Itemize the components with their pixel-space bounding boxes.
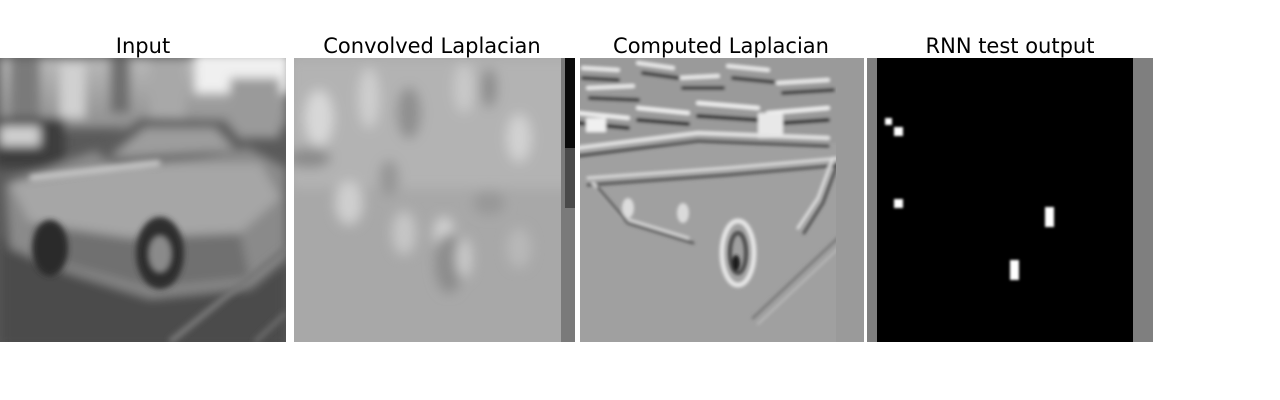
convolved-laplacian-image <box>289 58 575 342</box>
panel-title-rnn-test-output: RNN test output <box>925 34 1095 58</box>
panel-input: Input <box>0 0 286 342</box>
output-dot <box>1045 207 1054 227</box>
panel-convolved-laplacian: Convolved Laplacian <box>289 0 575 342</box>
panel-title-convolved-laplacian: Convolved Laplacian <box>323 34 541 58</box>
input-image <box>0 58 286 342</box>
rnn-output-image <box>867 58 1153 342</box>
panel-title-input: Input <box>115 34 171 58</box>
computed-laplacian-image <box>578 58 864 342</box>
panel-computed-laplacian: Computed Laplacian <box>578 0 864 342</box>
output-dot <box>1010 260 1019 280</box>
output-dot <box>894 199 903 208</box>
panel-rnn-test-output: RNN test output <box>867 0 1153 342</box>
output-dot <box>885 118 892 125</box>
panel-title-computed-laplacian: Computed Laplacian <box>613 34 829 58</box>
output-dot <box>894 127 903 136</box>
